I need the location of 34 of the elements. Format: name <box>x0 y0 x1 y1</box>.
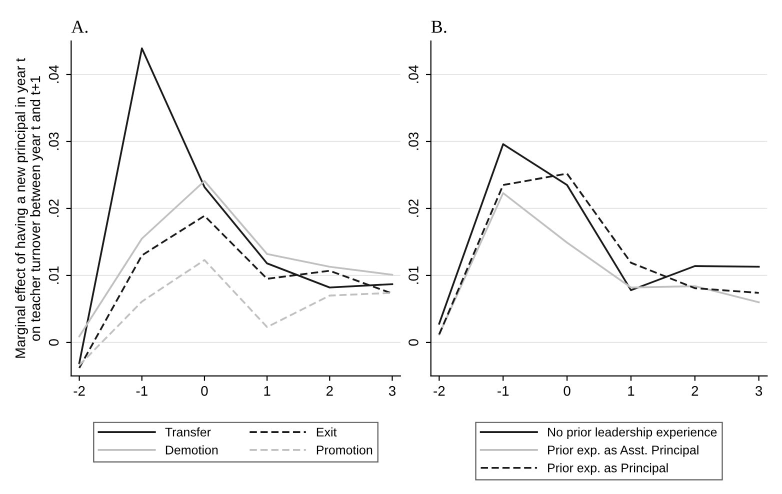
x-tick-label: 3 <box>388 386 396 396</box>
legend-label: No prior leadership experience <box>548 427 717 440</box>
x-tick-label: 1 <box>628 386 634 396</box>
line-series <box>78 180 394 338</box>
x-tick-label: 1 <box>264 386 270 396</box>
y-tick-label: 0 <box>408 339 418 346</box>
legend-label: Promotion <box>316 445 372 454</box>
line-series <box>78 47 394 364</box>
y-tick-label: .02 <box>408 200 418 217</box>
y-tick-label: .03 <box>408 132 418 150</box>
x-tick-label: 0 <box>564 386 570 396</box>
legend-label: Demotion <box>166 445 218 454</box>
x-tick-label: 0 <box>201 386 208 396</box>
x-tick-label: 3 <box>756 386 762 396</box>
y-tick-label: .03 <box>48 132 59 150</box>
x-tick-label: -2 <box>434 386 445 396</box>
y-tick-label: .04 <box>408 65 418 83</box>
legend-label: Prior exp. as Asst. Principal <box>548 445 698 457</box>
legend-label: Exit <box>316 427 337 437</box>
y-axis-title: Marginal effect of having a new principal in year t on teacher turnover between year t and t+1 <box>15 58 43 358</box>
x-tick-label: 2 <box>692 386 698 396</box>
legend-label: Prior exp. as Principal <box>548 463 668 475</box>
x-tick-label: 2 <box>326 386 333 396</box>
x-tick-label: -2 <box>74 386 85 396</box>
chart-title: B. <box>431 20 446 33</box>
y-tick-label: .02 <box>48 200 59 217</box>
y-tick-label: .04 <box>48 65 59 83</box>
x-tick-label: -1 <box>136 386 148 396</box>
x-tick-label: -1 <box>498 386 509 396</box>
y-tick-label: .01 <box>48 266 59 284</box>
y-tick-label: 0 <box>48 339 59 346</box>
chart-title: A. <box>71 20 88 33</box>
legend-label: Transfer <box>165 427 211 437</box>
y-tick-label: .01 <box>408 266 418 284</box>
